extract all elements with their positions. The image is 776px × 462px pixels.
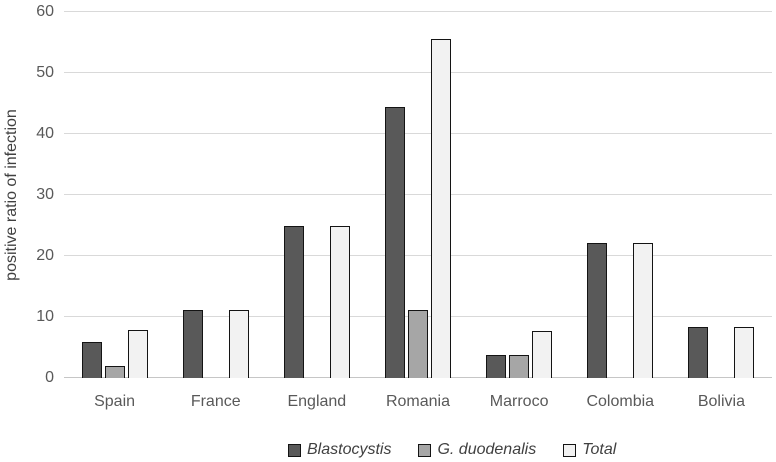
bar-total-marroco	[532, 331, 553, 378]
bar-total-france	[228, 310, 249, 378]
gridline-30	[64, 194, 772, 195]
x-label-romania: Romania	[385, 393, 450, 410]
bar-blastocystis-england	[283, 225, 304, 378]
legend-item-blastocystis: Blastocystis	[288, 441, 391, 459]
bar-total-england	[329, 225, 350, 378]
y-tick-label-60: 60	[36, 3, 54, 20]
legend-swatch-icon	[288, 443, 301, 457]
x-label-colombia: Colombia	[586, 393, 655, 410]
bar-g-duodenalis-marroco	[509, 354, 530, 378]
legend-label: Blastocystis	[307, 441, 392, 458]
bar-total-colombia	[633, 242, 654, 378]
legend-item-total: Total	[563, 441, 616, 459]
bar-blastocystis-spain	[81, 342, 102, 378]
gridline-40	[64, 133, 772, 134]
bar-blastocystis-marroco	[486, 354, 507, 378]
bar-blastocystis-colombia	[587, 242, 608, 378]
bar-g-duodenalis-spain	[104, 365, 125, 378]
bar-group-colombia	[570, 12, 671, 378]
y-tick-label-40: 40	[36, 125, 54, 142]
x-label-marroco: Marroco	[489, 393, 549, 410]
bar-total-romania	[430, 38, 451, 378]
y-tick-label-10: 10	[36, 308, 54, 325]
bar-blastocystis-bolivia	[688, 327, 709, 378]
plot-area	[64, 11, 772, 378]
x-label-spain: Spain	[94, 393, 136, 410]
bar-groups	[64, 12, 772, 378]
legend-label: Total	[582, 441, 617, 458]
x-label-france: France	[190, 393, 241, 410]
legend-item-g-duodenalis: G. duodenalis	[418, 441, 536, 459]
bar-blastocystis-france	[182, 310, 203, 378]
bar-group-france	[165, 12, 266, 378]
y-tick-label-20: 20	[36, 247, 54, 264]
legend-swatch-icon	[418, 443, 432, 457]
x-label-england: England	[287, 393, 347, 410]
y-tick-label-0: 0	[45, 369, 54, 386]
gridline-60	[64, 11, 772, 12]
bar-group-romania	[367, 12, 468, 378]
y-tick-label-30: 30	[36, 186, 54, 203]
bar-total-bolivia	[734, 327, 755, 378]
x-label-bolivia: Bolivia	[697, 393, 745, 410]
bar-g-duodenalis-romania	[407, 310, 428, 378]
legend-label: G. duodenalis	[437, 441, 537, 458]
bar-total-spain	[127, 330, 148, 378]
bar-group-bolivia	[671, 12, 772, 378]
bar-group-marroco	[469, 12, 570, 378]
bar-group-england	[266, 12, 367, 378]
bar-blastocystis-romania	[384, 107, 405, 378]
gridline-50	[64, 72, 772, 73]
y-tick-label-50: 50	[36, 64, 54, 81]
x-axis-labels: Spain France England Romania Marroco Colombia…	[64, 392, 772, 412]
gridline-20	[64, 255, 772, 256]
legend-swatch-icon	[563, 443, 577, 457]
legend: Blastocystis G. duodenalis Total	[288, 441, 616, 459]
bar-group-spain	[64, 12, 165, 378]
